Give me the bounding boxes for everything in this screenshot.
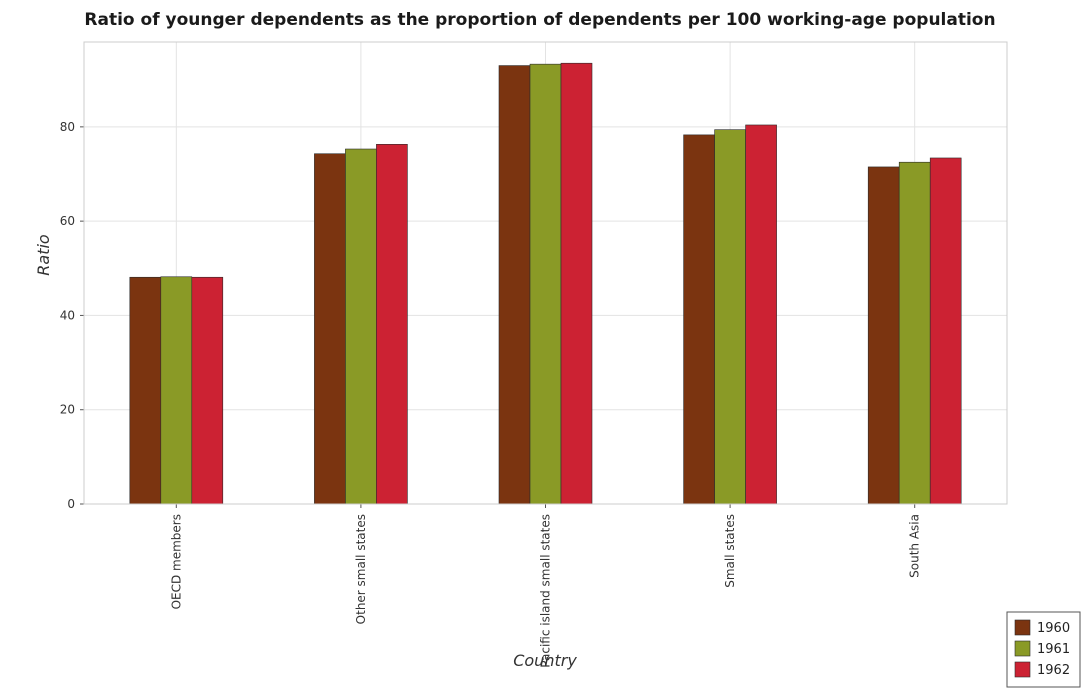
y-tick-label: 40 <box>60 308 75 322</box>
x-axis-label: Country <box>513 651 577 670</box>
bar-1961-small-states <box>714 129 746 505</box>
legend-swatch-1962 <box>1014 661 1031 678</box>
x-tick-label: OECD members <box>169 514 183 609</box>
plot-frame <box>83 41 1008 505</box>
bar-1960-pacific-island-small-states <box>498 65 531 505</box>
legend-swatch-1961 <box>1014 640 1031 657</box>
bar-1962-other-small-states <box>376 144 408 505</box>
bar-1960-other-small-states <box>314 153 346 505</box>
bar-1962-south-asia <box>929 157 962 505</box>
bar-1961-pacific-island-small-states <box>529 63 562 505</box>
bar-1961-south-asia <box>898 161 931 505</box>
x-tick-label: Other small states <box>354 514 368 624</box>
x-tick-label: South Asia <box>908 514 922 578</box>
x-tick-label: Small states <box>723 514 737 588</box>
bars <box>129 62 962 505</box>
legend: 1960 1961 1962 <box>1006 611 1081 688</box>
y-axis-label: Ratio <box>34 234 53 276</box>
legend-swatch-1960 <box>1014 619 1031 636</box>
y-tick-label: 20 <box>60 403 75 417</box>
y-tick-label: 0 <box>67 497 75 511</box>
bar-1960-small-states <box>683 134 715 505</box>
legend-label-1960: 1960 <box>1037 621 1070 636</box>
legend-label-1961: 1961 <box>1037 642 1070 657</box>
y-tick-label: 60 <box>60 214 75 228</box>
bar-1962-small-states <box>745 124 777 505</box>
bar-1961-oecd-members <box>160 276 193 505</box>
chart-title: Ratio of younger dependents as the propo… <box>84 10 995 30</box>
bar-1960-oecd-members <box>129 276 162 505</box>
x-tick-label: Pacific island small states <box>539 514 553 668</box>
axes: 0 20 40 60 80 OECD members Other small states P… <box>60 41 1008 668</box>
bar-1961-other-small-states <box>345 148 377 505</box>
bar-1962-pacific-island-small-states <box>560 62 593 505</box>
legend-label-1962: 1962 <box>1037 663 1070 678</box>
bar-1962-oecd-members <box>191 276 224 505</box>
y-tick-label: 80 <box>60 120 75 134</box>
bar-1960-south-asia <box>867 166 900 505</box>
